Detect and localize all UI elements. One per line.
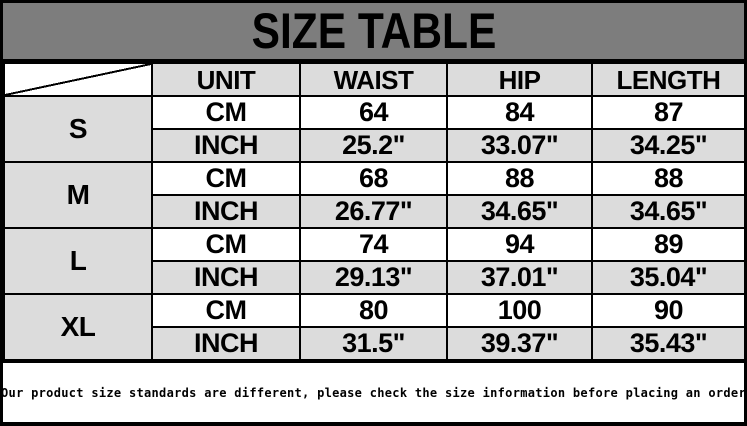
column-header-hip: HIP bbox=[446, 62, 593, 97]
cell-xl-cm-waist: 80 bbox=[299, 293, 448, 328]
cell-l-inch-length: 35.04" bbox=[591, 260, 746, 295]
cell-l-cm-waist: 74 bbox=[299, 227, 448, 262]
size-table: UNIT WAIST HIP LENGTH S CM 64 84 87 INCH… bbox=[3, 62, 746, 361]
cell-m-inch-waist: 26.77" bbox=[299, 194, 448, 229]
cell-s-inch-length: 34.25" bbox=[591, 128, 746, 163]
size-xl-cm-row: XL CM 80 100 90 bbox=[3, 293, 746, 361]
size-label-s: S bbox=[3, 95, 153, 163]
cell-s-inch-unit: INCH bbox=[151, 128, 301, 163]
column-header-unit: UNIT bbox=[151, 62, 301, 97]
size-label-xl: XL bbox=[3, 293, 153, 361]
cell-s-cm-unit: CM bbox=[151, 95, 301, 130]
size-l-inch-row: INCH 29.13" 37.01" 35.04" bbox=[4, 260, 746, 295]
cell-m-inch-hip: 34.65" bbox=[446, 194, 593, 229]
size-m-inch-row: INCH 26.77" 34.65" 34.65" bbox=[4, 194, 746, 229]
size-l-cm-row: L CM 74 94 89 bbox=[3, 227, 746, 295]
cell-xl-cm-unit: CM bbox=[151, 293, 301, 328]
size-xl-inch-row: INCH 31.5" 39.37" 35.43" bbox=[4, 326, 746, 361]
page-title: SIZE TABLE bbox=[251, 3, 496, 59]
column-header-length: LENGTH bbox=[591, 62, 746, 97]
column-header-waist: WAIST bbox=[299, 62, 448, 97]
note-bar: Our product size standards are different… bbox=[1, 361, 746, 422]
cell-s-inch-hip: 33.07" bbox=[446, 128, 593, 163]
cell-xl-cm-length: 90 bbox=[591, 293, 746, 328]
disclaimer-text: Our product size standards are different… bbox=[1, 385, 746, 400]
cell-m-inch-length: 34.65" bbox=[591, 194, 746, 229]
cell-l-cm-hip: 94 bbox=[446, 227, 593, 262]
size-s-cm-row: S CM 64 84 87 bbox=[3, 95, 746, 163]
size-s-inch-row: INCH 25.2" 33.07" 34.25" bbox=[4, 128, 746, 163]
size-label-m: M bbox=[3, 161, 153, 229]
diagonal-corner-cell bbox=[3, 62, 153, 97]
title-bar: SIZE TABLE bbox=[3, 3, 744, 62]
cell-l-inch-waist: 29.13" bbox=[299, 260, 448, 295]
cell-s-cm-hip: 84 bbox=[446, 95, 593, 130]
cell-s-inch-waist: 25.2" bbox=[299, 128, 448, 163]
cell-xl-inch-waist: 31.5" bbox=[299, 326, 448, 361]
cell-xl-inch-hip: 39.37" bbox=[446, 326, 593, 361]
size-m-cm-row: M CM 68 88 88 bbox=[3, 161, 746, 229]
cell-m-cm-waist: 68 bbox=[299, 161, 448, 196]
cell-m-cm-hip: 88 bbox=[446, 161, 593, 196]
header-row: UNIT WAIST HIP LENGTH bbox=[3, 62, 746, 97]
cell-xl-inch-unit: INCH bbox=[151, 326, 301, 361]
cell-s-cm-length: 87 bbox=[591, 95, 746, 130]
cell-l-inch-unit: INCH bbox=[151, 260, 301, 295]
cell-l-cm-length: 89 bbox=[591, 227, 746, 262]
cell-m-cm-unit: CM bbox=[151, 161, 301, 196]
cell-m-inch-unit: INCH bbox=[151, 194, 301, 229]
cell-xl-inch-length: 35.43" bbox=[591, 326, 746, 361]
size-label-l: L bbox=[3, 227, 153, 295]
cell-s-cm-waist: 64 bbox=[299, 95, 448, 130]
cell-xl-cm-hip: 100 bbox=[446, 293, 593, 328]
cell-l-cm-unit: CM bbox=[151, 227, 301, 262]
cell-m-cm-length: 88 bbox=[591, 161, 746, 196]
cell-l-inch-hip: 37.01" bbox=[446, 260, 593, 295]
